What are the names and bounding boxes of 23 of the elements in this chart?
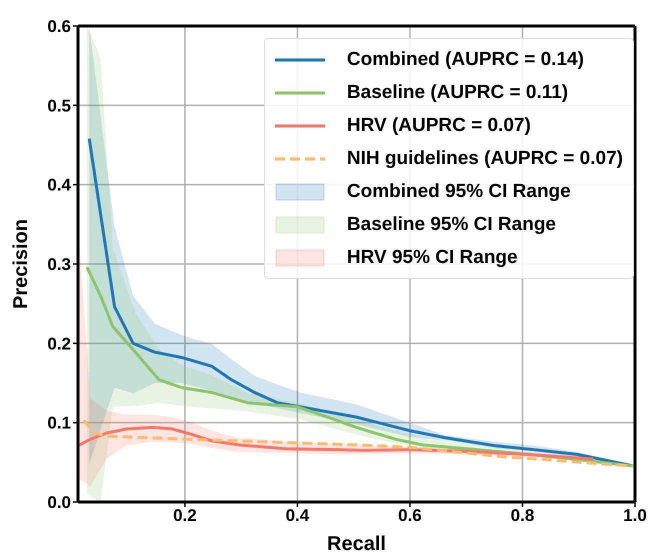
legend-label: Baseline (AUPRC = 0.11)	[346, 82, 568, 104]
x-tick-label: 0.8	[510, 506, 534, 526]
legend-label: Baseline 95% CI Range	[346, 214, 556, 236]
x-tick-label: 0.6	[398, 506, 422, 526]
y-tick-label: 0.5	[47, 96, 71, 116]
legend-label: Combined 95% CI Range	[346, 180, 571, 202]
y-tick-label: 0.2	[47, 334, 71, 354]
x-tick-label: 0.2	[173, 506, 197, 526]
y-tick-label: 0.0	[47, 493, 71, 512]
line-series	[78, 426, 595, 461]
y-tick-label: 0.1	[47, 414, 71, 433]
y-tick-label: 0.6	[47, 17, 71, 36]
x-tick-label: 1.0	[623, 506, 647, 526]
y-axis-title: Precision	[10, 218, 32, 310]
legend-label: HRV (AUPRC = 0.07)	[346, 114, 531, 136]
legend-label: Combined (AUPRC = 0.14)	[346, 48, 584, 70]
x-tick-label: 0.4	[286, 506, 310, 526]
legend-label: NIH guidelines (AUPRC = 0.07)	[346, 148, 623, 170]
legend-label: HRV 95% CI Range	[346, 246, 518, 268]
line-series	[82, 418, 635, 468]
y-tick-label: 0.3	[47, 255, 71, 274]
y-tick-label: 0.4	[47, 176, 72, 195]
x-axis-title: Recall	[327, 533, 386, 554]
